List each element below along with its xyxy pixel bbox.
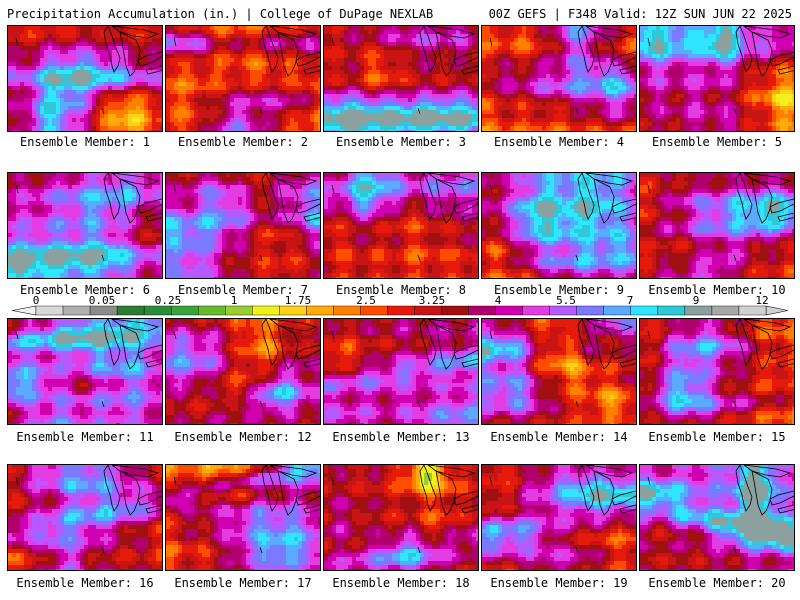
ensemble-member-map-17 bbox=[165, 464, 321, 571]
scale-tick-label: 5.5 bbox=[556, 296, 576, 307]
ensemble-member-label: Ensemble Member: 6 bbox=[6, 283, 164, 297]
scale-swatch bbox=[225, 305, 253, 316]
ensemble-member-label: Ensemble Member: 16 bbox=[6, 576, 164, 590]
ensemble-member-map-4 bbox=[481, 25, 637, 132]
ensemble-member-label: Ensemble Member: 17 bbox=[164, 576, 322, 590]
scale-left-arrow bbox=[11, 305, 37, 316]
scale-swatch bbox=[360, 305, 388, 316]
scale-swatch bbox=[116, 305, 145, 316]
ensemble-member-map-14 bbox=[481, 318, 637, 425]
scale-swatch bbox=[198, 305, 226, 316]
scale-swatch bbox=[387, 305, 415, 316]
scale-tick-label: 12 bbox=[755, 296, 768, 307]
scale-swatch bbox=[711, 305, 740, 316]
scale-swatch bbox=[170, 305, 199, 316]
ensemble-member-label: Ensemble Member: 8 bbox=[322, 283, 480, 297]
scale-swatch bbox=[441, 305, 469, 316]
ensemble-member-label: Ensemble Member: 12 bbox=[164, 430, 322, 444]
run-valid-time: 00Z GEFS | F348 Valid: 12Z SUN JUN 22 20… bbox=[489, 7, 792, 21]
ensemble-member-label: Ensemble Member: 1 bbox=[6, 135, 164, 149]
ensemble-member-label: Ensemble Member: 14 bbox=[480, 430, 638, 444]
scale-swatch bbox=[35, 305, 64, 316]
scale-tick-label: 4 bbox=[495, 296, 502, 307]
ensemble-member-label: Ensemble Member: 4 bbox=[480, 135, 638, 149]
ensemble-member-label: Ensemble Member: 5 bbox=[638, 135, 796, 149]
scale-swatch bbox=[684, 305, 713, 316]
ensemble-member-map-2 bbox=[165, 25, 321, 132]
ensemble-member-map-5 bbox=[639, 25, 795, 132]
ensemble-member-label: Ensemble Member: 7 bbox=[164, 283, 322, 297]
scale-swatch bbox=[143, 305, 172, 316]
ensemble-member-map-9 bbox=[481, 172, 637, 279]
scale-swatch bbox=[414, 305, 442, 316]
ensemble-member-map-8 bbox=[323, 172, 479, 279]
scale-swatch bbox=[89, 305, 118, 316]
ensemble-member-map-16 bbox=[7, 464, 163, 571]
scale-swatch bbox=[306, 305, 334, 316]
scale-swatch bbox=[576, 305, 604, 316]
scale-swatch bbox=[468, 305, 496, 316]
color-scale-bar: 0 0.05 0.25 1 1.75 2.5 3.25 4 5.5 7 9 12 bbox=[11, 296, 789, 316]
ensemble-member-label: Ensemble Member: 15 bbox=[638, 430, 796, 444]
scale-swatch bbox=[495, 305, 523, 316]
scale-swatch bbox=[279, 305, 307, 316]
scale-swatch bbox=[252, 305, 280, 316]
scale-swatch bbox=[333, 305, 361, 316]
ensemble-member-map-10 bbox=[639, 172, 795, 279]
ensemble-member-map-18 bbox=[323, 464, 479, 571]
scale-tick-label: 0.05 bbox=[89, 296, 116, 307]
ensemble-member-map-13 bbox=[323, 318, 479, 425]
scale-swatch bbox=[549, 305, 577, 316]
scale-tick-label: 1 bbox=[231, 296, 238, 307]
scale-tick-label: 0 bbox=[33, 296, 40, 307]
scale-swatch bbox=[522, 305, 550, 316]
ensemble-member-label: Ensemble Member: 18 bbox=[322, 576, 480, 590]
ensemble-member-map-12 bbox=[165, 318, 321, 425]
scale-right-arrow bbox=[765, 305, 789, 316]
ensemble-member-label: Ensemble Member: 3 bbox=[322, 135, 480, 149]
scale-tick-label: 7 bbox=[627, 296, 634, 307]
scale-tick-label: 1.75 bbox=[285, 296, 312, 307]
ensemble-member-map-7 bbox=[165, 172, 321, 279]
ensemble-member-map-11 bbox=[7, 318, 163, 425]
scale-swatch bbox=[738, 305, 767, 316]
scale-swatch bbox=[62, 305, 91, 316]
ensemble-member-map-19 bbox=[481, 464, 637, 571]
scale-tick-label: 0.25 bbox=[155, 296, 182, 307]
ensemble-member-label: Ensemble Member: 11 bbox=[6, 430, 164, 444]
ensemble-member-label: Ensemble Member: 9 bbox=[480, 283, 638, 297]
ensemble-member-label: Ensemble Member: 10 bbox=[638, 283, 796, 297]
ensemble-member-label: Ensemble Member: 20 bbox=[638, 576, 796, 590]
ensemble-member-map-15 bbox=[639, 318, 795, 425]
scale-tick-label: 2.5 bbox=[356, 296, 376, 307]
scale-tick-label: 3.25 bbox=[419, 296, 446, 307]
ensemble-member-map-6 bbox=[7, 172, 163, 279]
ensemble-member-label: Ensemble Member: 13 bbox=[322, 430, 480, 444]
ensemble-member-map-1 bbox=[7, 25, 163, 132]
ensemble-member-label: Ensemble Member: 2 bbox=[164, 135, 322, 149]
scale-swatch bbox=[657, 305, 686, 316]
ensemble-member-map-3 bbox=[323, 25, 479, 132]
scale-swatch bbox=[630, 305, 659, 316]
ensemble-member-label: Ensemble Member: 19 bbox=[480, 576, 638, 590]
scale-tick-label: 9 bbox=[693, 296, 700, 307]
scale-swatch bbox=[603, 305, 632, 316]
chart-title: Precipitation Accumulation (in.) | Colle… bbox=[7, 7, 433, 21]
ensemble-member-map-20 bbox=[639, 464, 795, 571]
